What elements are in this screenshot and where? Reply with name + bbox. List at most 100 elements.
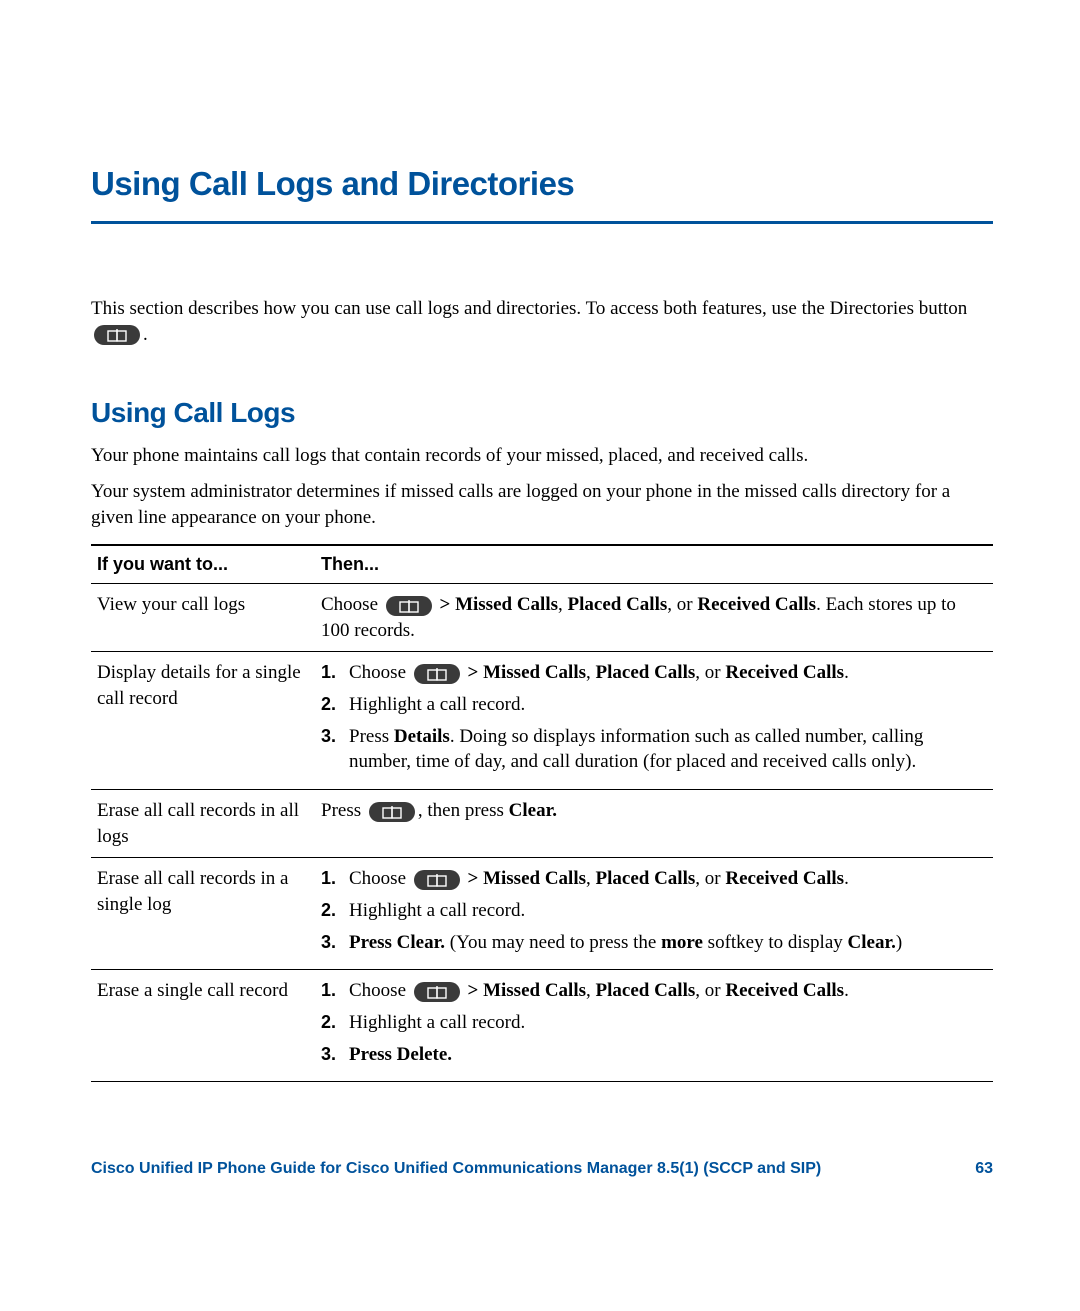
- t: Received Calls: [725, 980, 844, 1001]
- step-number: 3.: [321, 1042, 349, 1068]
- step-number: 1.: [321, 978, 349, 1004]
- col-header-then: Then...: [315, 545, 993, 584]
- step-number: 3.: [321, 724, 349, 775]
- t: Placed Calls: [596, 980, 696, 1001]
- t: , or: [695, 868, 725, 889]
- step-text: Choose > Missed Calls, Placed Calls, or …: [349, 866, 987, 892]
- t: Received Calls: [725, 662, 844, 683]
- t: Choose: [349, 662, 411, 683]
- table-header-row: If you want to... Then...: [91, 545, 993, 584]
- step-item: 2. Highlight a call record.: [321, 692, 987, 718]
- t: Missed Calls: [483, 868, 586, 889]
- step-number: 1.: [321, 660, 349, 686]
- t: .: [844, 868, 849, 889]
- main-title: Using Call Logs and Directories: [91, 165, 993, 203]
- step-item: 3. Press Details. Doing so displays info…: [321, 724, 987, 775]
- then-cell: Choose > Missed Calls, Placed Calls, or …: [315, 584, 993, 652]
- t: Placed Calls: [596, 662, 696, 683]
- t: , or: [695, 980, 725, 1001]
- intro-text-part2: .: [143, 324, 148, 345]
- then-text: Placed Calls: [568, 594, 668, 615]
- t: Details: [394, 726, 450, 747]
- directories-button-icon: [93, 324, 141, 346]
- steps-list: 1. Choose > Missed Calls, Placed Calls, …: [321, 866, 987, 955]
- directories-button-icon: [413, 981, 461, 1003]
- t: ,: [586, 980, 596, 1001]
- section-p2: Your system administrator determines if …: [91, 479, 993, 530]
- t: Clear.: [848, 932, 896, 953]
- t: .: [844, 662, 849, 683]
- t: Missed Calls: [483, 662, 586, 683]
- intro-paragraph: This section describes how you can use c…: [91, 296, 993, 347]
- step-text: Highlight a call record.: [349, 1010, 987, 1036]
- step-number: 2.: [321, 898, 349, 924]
- then-text: ,: [558, 594, 568, 615]
- t: >: [463, 980, 483, 1001]
- steps-list: 1. Choose > Missed Calls, Placed Calls, …: [321, 660, 987, 775]
- directories-button-icon: [385, 595, 433, 617]
- t: ,: [586, 868, 596, 889]
- step-text: Highlight a call record.: [349, 692, 987, 718]
- step-number: 2.: [321, 692, 349, 718]
- footer-title: Cisco Unified IP Phone Guide for Cisco U…: [91, 1160, 821, 1178]
- step-item: 1. Choose > Missed Calls, Placed Calls, …: [321, 866, 987, 892]
- step-text: Press Details. Doing so displays informa…: [349, 724, 987, 775]
- want-cell: Erase all call records in all logs: [91, 790, 315, 858]
- t: .: [844, 980, 849, 1001]
- instructions-table: If you want to... Then... View your call…: [91, 544, 993, 1082]
- then-text: Missed Calls: [455, 594, 558, 615]
- t: >: [463, 662, 483, 683]
- t: Missed Calls: [483, 980, 586, 1001]
- then-text: , or: [667, 594, 697, 615]
- page-content: Using Call Logs and Directories This sec…: [91, 165, 993, 1082]
- t: more: [661, 932, 703, 953]
- then-text: >: [435, 594, 455, 615]
- t: Choose: [349, 868, 411, 889]
- t: >: [463, 868, 483, 889]
- step-number: 1.: [321, 866, 349, 892]
- table-row: Erase all call records in all logs Press…: [91, 790, 993, 858]
- t: , or: [695, 662, 725, 683]
- t: softkey to display: [703, 932, 848, 953]
- then-text: Received Calls: [697, 594, 816, 615]
- t: Clear.: [509, 800, 557, 821]
- section-title: Using Call Logs: [91, 397, 993, 429]
- step-number: 3.: [321, 930, 349, 956]
- then-cell: 1. Choose > Missed Calls, Placed Calls, …: [315, 970, 993, 1082]
- step-item: 1. Choose > Missed Calls, Placed Calls, …: [321, 978, 987, 1004]
- directories-button-icon: [368, 801, 416, 823]
- step-item: 3. Press Delete.: [321, 1042, 987, 1068]
- then-cell: Press , then press Clear.: [315, 790, 993, 858]
- step-item: 2. Highlight a call record.: [321, 1010, 987, 1036]
- steps-list: 1. Choose > Missed Calls, Placed Calls, …: [321, 978, 987, 1067]
- step-text: Highlight a call record.: [349, 898, 987, 924]
- want-cell: Erase all call records in a single log: [91, 858, 315, 970]
- want-cell: Erase a single call record: [91, 970, 315, 1082]
- step-text: Press Clear. (You may need to press the …: [349, 930, 987, 956]
- intro-text-part1: This section describes how you can use c…: [91, 298, 967, 319]
- step-number: 2.: [321, 1010, 349, 1036]
- title-rule: [91, 221, 993, 224]
- table-row: Erase all call records in a single log 1…: [91, 858, 993, 970]
- want-cell: Display details for a single call record: [91, 652, 315, 790]
- table-row: Display details for a single call record…: [91, 652, 993, 790]
- step-text: Choose > Missed Calls, Placed Calls, or …: [349, 978, 987, 1004]
- table-row: Erase a single call record 1. Choose > M…: [91, 970, 993, 1082]
- t: Press Clear.: [349, 932, 445, 953]
- section-p1: Your phone maintains call logs that cont…: [91, 443, 993, 469]
- footer-page-number: 63: [975, 1160, 993, 1178]
- t: , then press: [418, 800, 509, 821]
- t: Press: [321, 800, 366, 821]
- table-row: View your call logs Choose > Missed Call…: [91, 584, 993, 652]
- directories-button-icon: [413, 663, 461, 685]
- page-footer: Cisco Unified IP Phone Guide for Cisco U…: [91, 1160, 993, 1178]
- t: (You may need to press the: [445, 932, 661, 953]
- then-cell: 1. Choose > Missed Calls, Placed Calls, …: [315, 858, 993, 970]
- directories-button-icon: [413, 869, 461, 891]
- step-item: 3. Press Clear. (You may need to press t…: [321, 930, 987, 956]
- t: Press: [349, 726, 394, 747]
- t: Choose: [349, 980, 411, 1001]
- t: ,: [586, 662, 596, 683]
- step-text: Press Delete.: [349, 1042, 987, 1068]
- t: ): [896, 932, 902, 953]
